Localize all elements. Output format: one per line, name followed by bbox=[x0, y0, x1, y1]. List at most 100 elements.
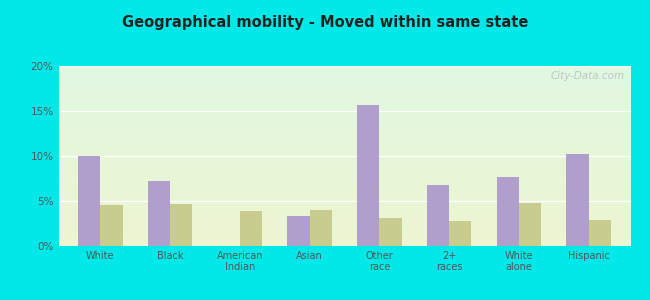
Bar bbox=[58, 140, 630, 142]
Bar bbox=[58, 210, 630, 212]
Bar bbox=[240, 211, 262, 246]
Bar bbox=[58, 84, 630, 86]
Bar bbox=[58, 151, 630, 152]
Bar bbox=[449, 221, 471, 246]
Bar bbox=[589, 220, 611, 246]
Bar bbox=[58, 134, 630, 136]
Bar bbox=[58, 178, 630, 179]
Bar bbox=[58, 138, 630, 140]
Bar bbox=[58, 203, 630, 205]
Bar bbox=[58, 205, 630, 206]
Text: Geographical mobility - Moved within same state: Geographical mobility - Moved within sam… bbox=[122, 15, 528, 30]
Bar bbox=[566, 154, 589, 246]
Bar bbox=[58, 190, 630, 192]
Bar bbox=[58, 179, 630, 181]
Bar bbox=[58, 73, 630, 75]
Bar bbox=[58, 147, 630, 149]
Bar bbox=[58, 174, 630, 176]
Bar bbox=[58, 185, 630, 187]
Bar bbox=[58, 172, 630, 174]
Bar bbox=[58, 239, 630, 241]
Bar bbox=[58, 217, 630, 219]
Bar bbox=[58, 208, 630, 210]
Bar bbox=[58, 131, 630, 133]
Bar bbox=[519, 203, 541, 246]
Bar bbox=[58, 143, 630, 145]
Bar bbox=[58, 120, 630, 122]
Bar bbox=[58, 235, 630, 237]
Bar bbox=[58, 102, 630, 104]
Bar bbox=[58, 133, 630, 134]
Bar bbox=[58, 109, 630, 111]
Bar bbox=[58, 77, 630, 79]
Bar bbox=[58, 86, 630, 88]
Bar bbox=[58, 111, 630, 113]
Bar bbox=[58, 97, 630, 98]
Bar bbox=[58, 170, 630, 172]
Bar bbox=[58, 106, 630, 107]
Bar bbox=[58, 163, 630, 165]
Bar bbox=[58, 142, 630, 143]
Bar bbox=[58, 232, 630, 233]
Bar bbox=[287, 216, 309, 246]
Bar bbox=[58, 212, 630, 214]
Bar bbox=[58, 187, 630, 188]
Bar bbox=[58, 197, 630, 199]
Bar bbox=[58, 66, 630, 68]
Text: City-Data.com: City-Data.com bbox=[551, 71, 625, 81]
Bar bbox=[100, 205, 123, 246]
Bar bbox=[58, 161, 630, 163]
Bar bbox=[58, 113, 630, 115]
Bar bbox=[58, 188, 630, 190]
Bar bbox=[58, 149, 630, 151]
Bar bbox=[58, 156, 630, 158]
Bar bbox=[58, 129, 630, 131]
Bar bbox=[170, 204, 192, 246]
Bar bbox=[58, 124, 630, 125]
Bar bbox=[58, 115, 630, 116]
Bar bbox=[58, 219, 630, 221]
Bar bbox=[148, 181, 170, 246]
Bar bbox=[58, 226, 630, 228]
Bar bbox=[58, 176, 630, 178]
Bar bbox=[58, 122, 630, 124]
Bar bbox=[58, 237, 630, 239]
Bar bbox=[58, 75, 630, 77]
Bar bbox=[58, 71, 630, 73]
Bar bbox=[58, 165, 630, 167]
Bar bbox=[78, 156, 100, 246]
Bar bbox=[58, 68, 630, 70]
Bar bbox=[58, 89, 630, 91]
Bar bbox=[58, 221, 630, 223]
Bar bbox=[58, 88, 630, 89]
Bar bbox=[58, 215, 630, 217]
Bar bbox=[58, 183, 630, 185]
Bar bbox=[58, 244, 630, 246]
Bar bbox=[58, 167, 630, 169]
Bar bbox=[58, 80, 630, 82]
Bar bbox=[58, 116, 630, 118]
Bar bbox=[58, 154, 630, 156]
Bar bbox=[58, 125, 630, 127]
Bar bbox=[58, 145, 630, 147]
Bar bbox=[497, 177, 519, 246]
Bar bbox=[58, 181, 630, 183]
Bar bbox=[357, 105, 380, 246]
Bar bbox=[427, 185, 449, 246]
Bar bbox=[58, 206, 630, 208]
Bar bbox=[58, 242, 630, 244]
Bar bbox=[58, 158, 630, 160]
Bar bbox=[58, 214, 630, 215]
Bar bbox=[58, 233, 630, 235]
Bar bbox=[58, 136, 630, 138]
Bar bbox=[58, 70, 630, 71]
Bar bbox=[58, 104, 630, 106]
Bar bbox=[58, 223, 630, 224]
Bar bbox=[58, 224, 630, 226]
Bar bbox=[58, 194, 630, 196]
Bar bbox=[58, 160, 630, 161]
Bar bbox=[58, 199, 630, 201]
Bar bbox=[58, 118, 630, 120]
Bar bbox=[58, 95, 630, 97]
Bar bbox=[58, 82, 630, 84]
